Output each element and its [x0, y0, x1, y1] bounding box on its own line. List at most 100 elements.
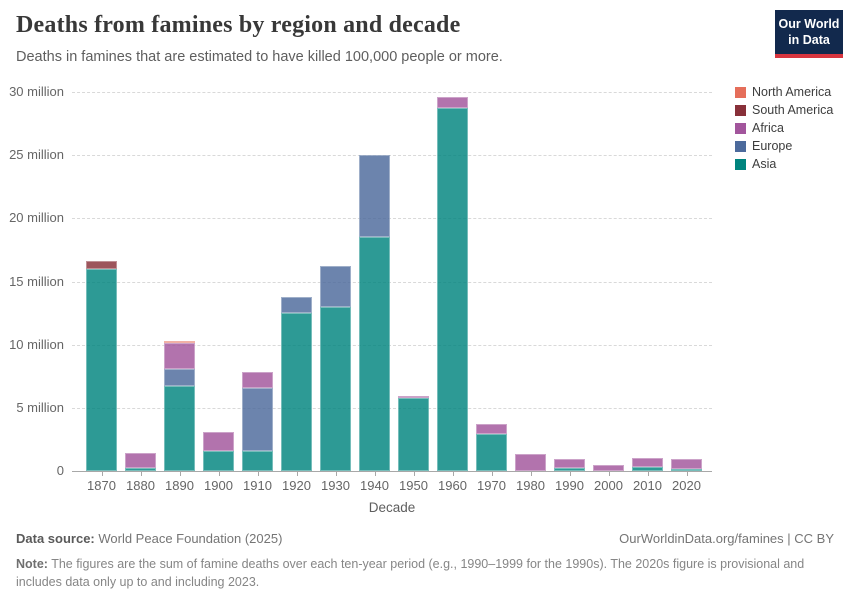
x-tick [491, 472, 493, 476]
bar-segment-1910-asia[interactable] [242, 451, 273, 471]
bar-1890[interactable] [164, 340, 195, 471]
data-source: Data source: World Peace Foundation (202… [16, 531, 282, 546]
bar-segment-1930-europe[interactable] [320, 266, 351, 307]
bar-segment-2010-africa[interactable] [632, 457, 663, 468]
x-tick [608, 472, 610, 476]
bar-1930[interactable] [320, 266, 351, 471]
bar-1920[interactable] [281, 296, 312, 471]
bar-2020[interactable] [671, 459, 702, 471]
x-tick-label-1910: 1910 [243, 478, 272, 493]
x-tick [647, 472, 649, 476]
gridline-30m [72, 92, 712, 93]
bar-1940[interactable] [359, 155, 390, 471]
x-tick-label-1900: 1900 [204, 478, 233, 493]
footnote-text: The figures are the sum of famine deaths… [16, 557, 805, 590]
bar-segment-1990-asia[interactable] [554, 467, 585, 471]
x-tick-label-1970: 1970 [477, 478, 506, 493]
bar-1960[interactable] [437, 97, 468, 471]
owid-citation-link[interactable]: OurWorldinData.org/famines | CC BY [619, 531, 834, 546]
chart-subtitle: Deaths in famines that are estimated to … [16, 49, 503, 65]
x-tick-label-1990: 1990 [555, 478, 584, 493]
bar-segment-1910-europe[interactable] [242, 387, 273, 452]
bar-1970[interactable] [476, 424, 507, 471]
legend-swatch [735, 140, 746, 152]
bar-segment-1920-asia[interactable] [281, 313, 312, 471]
bar-segment-1970-africa[interactable] [476, 424, 507, 434]
bar-segment-1960-africa[interactable] [437, 97, 468, 109]
bar-segment-1940-europe[interactable] [359, 155, 390, 238]
legend-swatch [735, 158, 746, 170]
gridline-10m [72, 344, 712, 346]
owid-logo: Our World in Data [775, 10, 843, 58]
bar-segment-1880-africa[interactable] [125, 453, 156, 469]
bar-2010[interactable] [632, 457, 663, 471]
bar-segment-1890-asia[interactable] [164, 386, 195, 471]
bar-1880[interactable] [125, 453, 156, 471]
bar-1910[interactable] [242, 372, 273, 471]
bar-1900[interactable] [203, 432, 234, 471]
x-tick [413, 472, 415, 476]
bar-segment-1950-asia[interactable] [398, 398, 429, 471]
legend-item-europe[interactable]: Europe [735, 139, 833, 153]
legend-item-south-america[interactable]: South America [735, 103, 833, 117]
x-tick-label-2010: 2010 [633, 478, 662, 493]
x-tick-label-1930: 1930 [321, 478, 350, 493]
legend-item-asia[interactable]: Asia [735, 157, 833, 171]
footnote: Note: The figures are the sum of famine … [16, 555, 822, 591]
bar-segment-1900-asia[interactable] [203, 451, 234, 471]
bar-segment-1970-asia[interactable] [476, 433, 507, 471]
y-tick-label: 0 [56, 463, 64, 478]
bar-1990[interactable] [554, 459, 585, 471]
bar-segment-1870-asia[interactable] [86, 268, 117, 471]
bar-segment-1920-europe[interactable] [281, 296, 312, 314]
legend-swatch [735, 122, 746, 134]
legend-label: Asia [752, 157, 777, 171]
x-tick [257, 472, 259, 476]
footnote-label: Note: [16, 557, 48, 571]
bar-segment-2020-asia[interactable] [671, 469, 702, 471]
x-tick-label-1940: 1940 [360, 478, 389, 493]
bar-segment-1880-asia[interactable] [125, 468, 156, 471]
bar-segment-1890-europe[interactable] [164, 368, 195, 387]
bar-segment-1890-africa[interactable] [164, 343, 195, 369]
x-tick [374, 472, 376, 476]
bar-segment-1870-south-america[interactable] [86, 261, 117, 269]
bar-segment-1990-africa[interactable] [554, 459, 585, 468]
bar-segment-2000-africa[interactable] [593, 465, 624, 471]
bar-segment-1930-asia[interactable] [320, 306, 351, 471]
data-source-label: Data source: [16, 531, 95, 546]
x-tick-label-1950: 1950 [399, 478, 428, 493]
x-axis-line [72, 471, 712, 472]
bar-segment-1960-asia[interactable] [437, 108, 468, 471]
bar-segment-2020-africa[interactable] [671, 459, 702, 470]
y-tick-label: 25 million [9, 147, 64, 163]
bar-2000[interactable] [593, 465, 624, 471]
legend-label: Africa [752, 121, 784, 135]
x-tick-label-1960: 1960 [438, 478, 467, 493]
legend-item-africa[interactable]: Africa [735, 121, 833, 135]
bar-1870[interactable] [86, 261, 117, 471]
legend-item-north-america[interactable]: North America [735, 85, 833, 99]
x-tick-label-1880: 1880 [126, 478, 155, 493]
bar-1950[interactable] [398, 396, 429, 471]
bar-segment-2010-asia[interactable] [632, 467, 663, 471]
x-tick [686, 472, 688, 476]
bar-segment-1910-africa[interactable] [242, 372, 273, 388]
gridline-15m [72, 281, 712, 283]
bar-1980[interactable] [515, 453, 546, 471]
x-tick [140, 472, 142, 476]
bar-segment-1940-asia[interactable] [359, 237, 390, 471]
x-tick [218, 472, 220, 476]
bar-segment-1890-north-america[interactable] [164, 340, 195, 344]
x-tick [179, 472, 181, 476]
x-tick-label-2000: 2000 [594, 478, 623, 493]
bar-segment-1950-africa[interactable] [398, 396, 429, 399]
y-tick-label: 30 million [9, 84, 64, 99]
legend-label: South America [752, 103, 834, 117]
gridline-20m [72, 218, 712, 220]
bar-segment-1900-africa[interactable] [203, 432, 234, 452]
x-tick-label-1920: 1920 [282, 478, 311, 493]
x-tick [452, 472, 454, 476]
x-tick [101, 472, 103, 476]
bar-segment-1980-africa[interactable] [515, 453, 546, 471]
